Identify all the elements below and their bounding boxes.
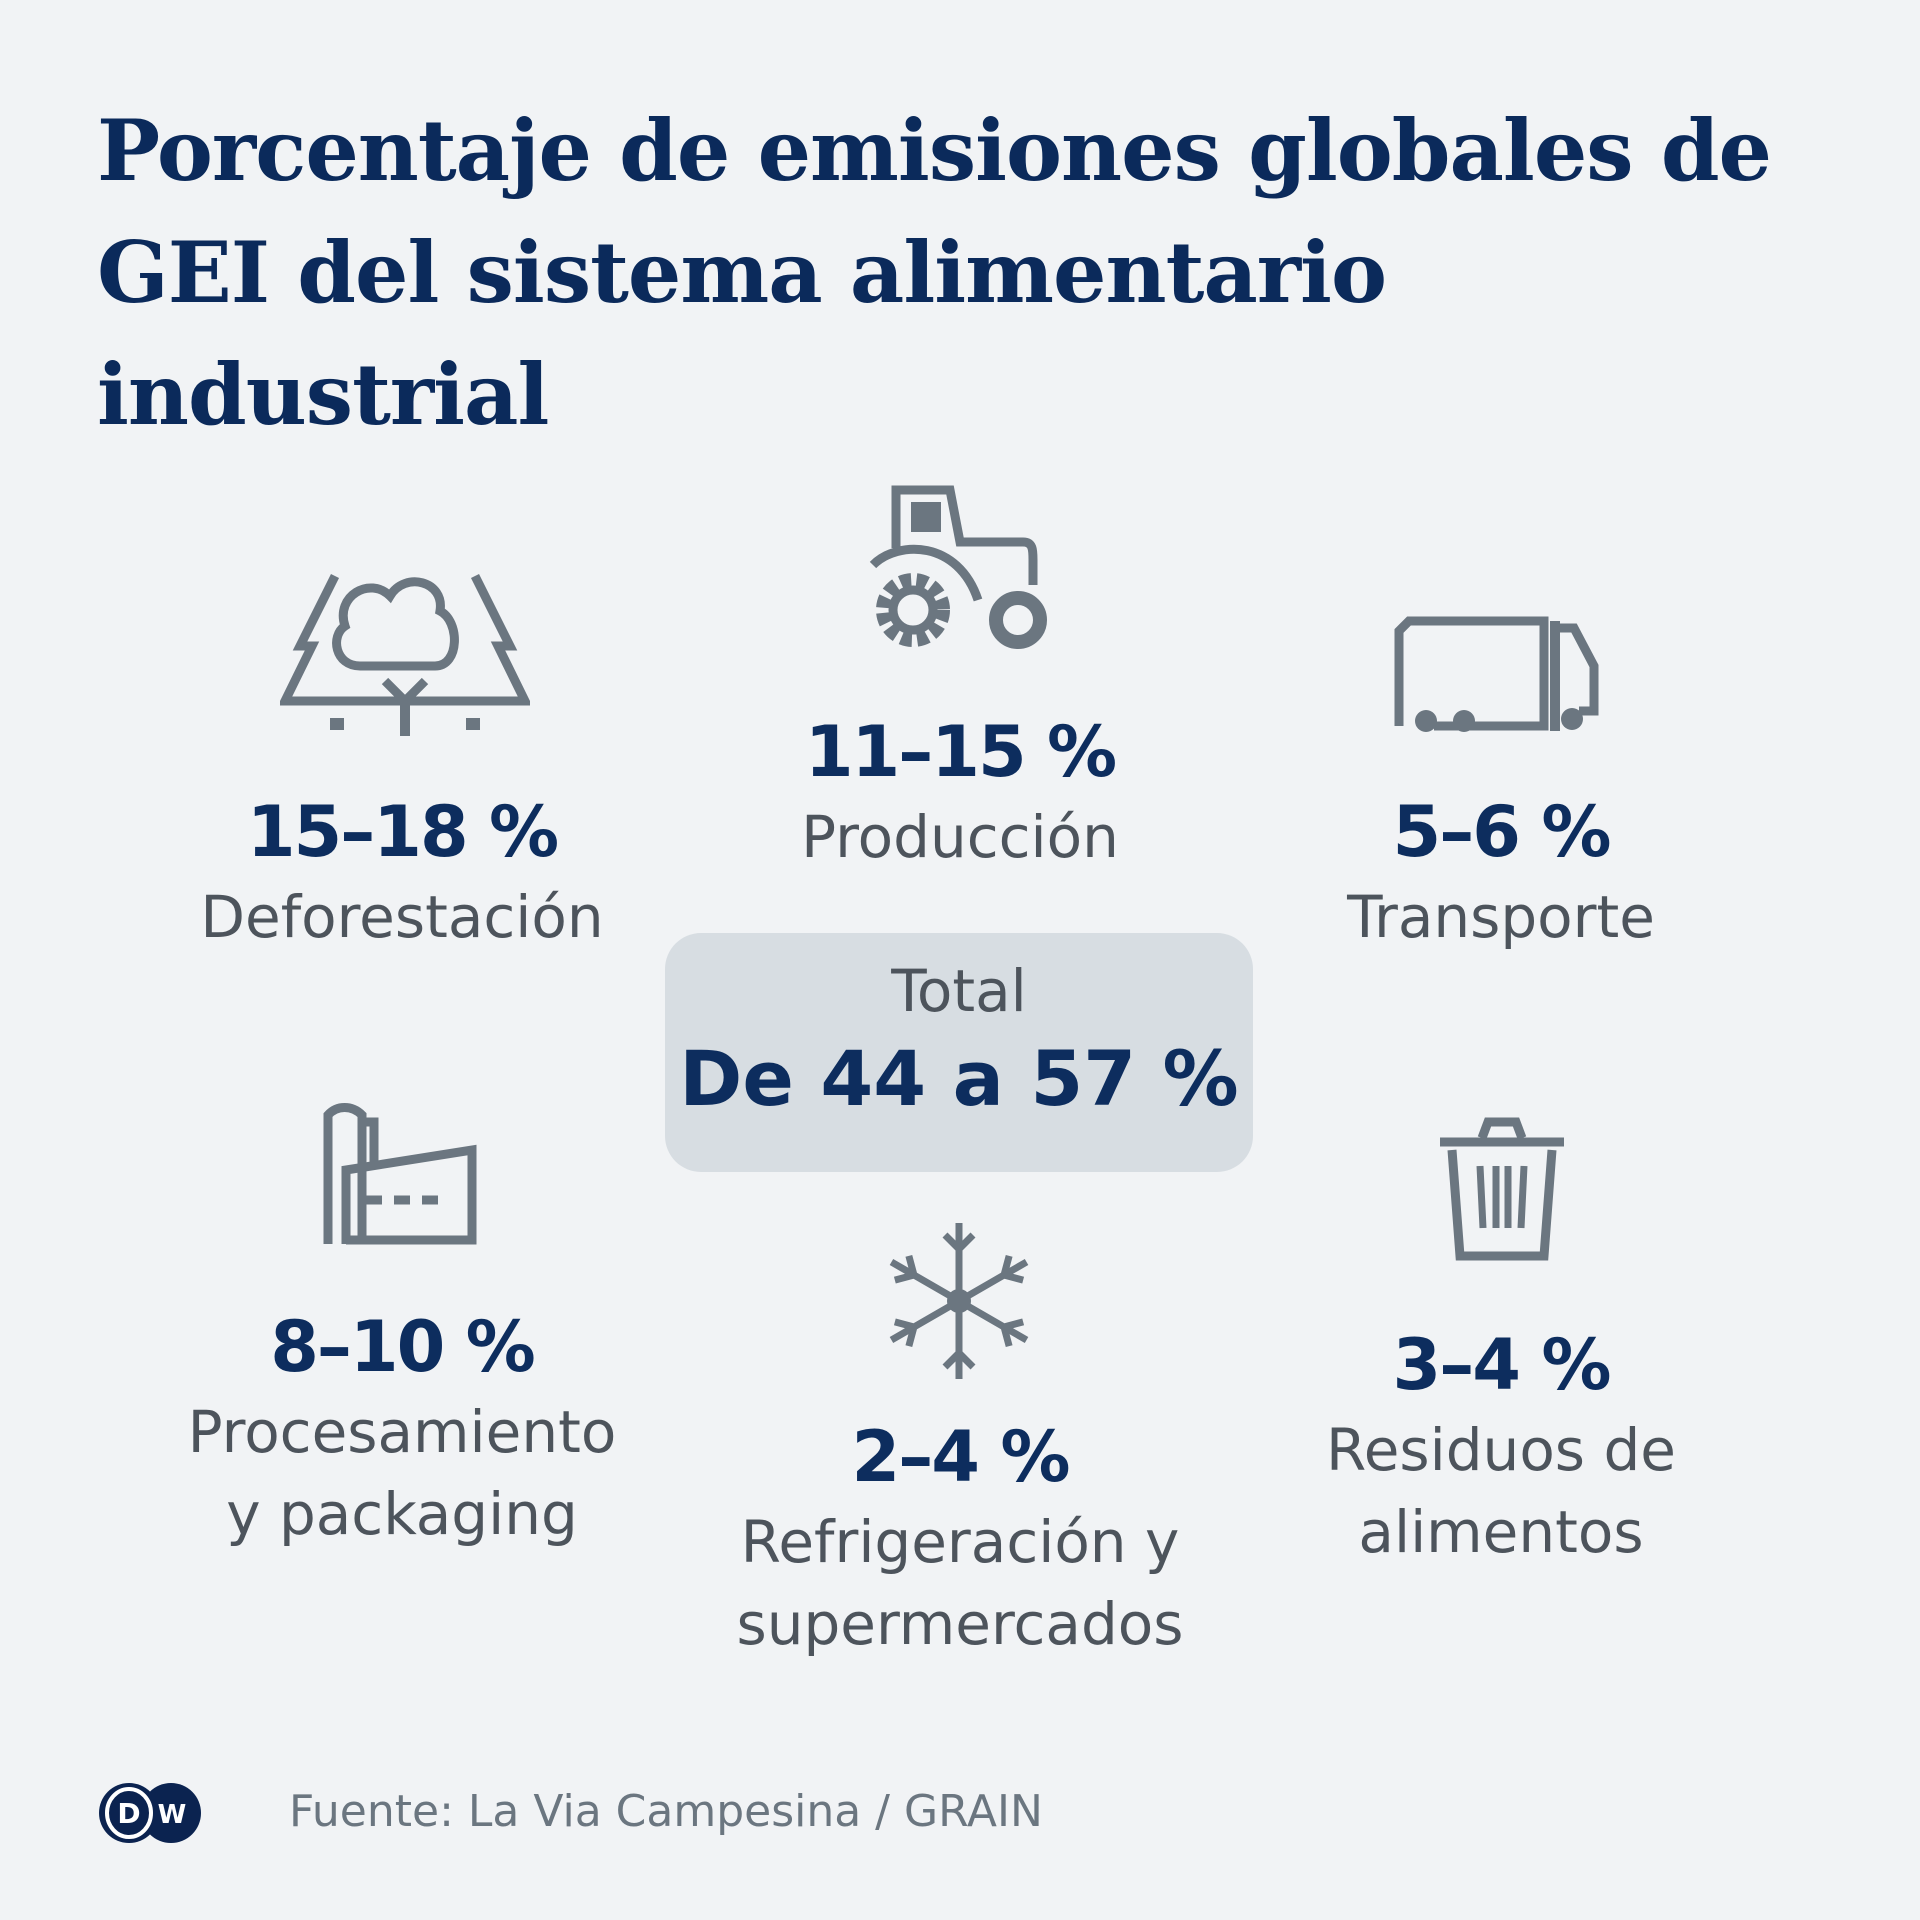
forest-icon (280, 573, 530, 736)
label-line-1: Refrigeración y (740, 1508, 1180, 1576)
item-transporte: 5–6 % Transporte (1201, 790, 1801, 960)
value: 5–6 % (1392, 791, 1612, 873)
total-box: Total De 44 a 57 % (665, 933, 1253, 1172)
tractor-icon (869, 485, 1047, 649)
label-line-1: Procesamiento (187, 1398, 617, 1466)
item-residuos: 3–4 % Residuos de alimentos (1201, 1323, 1801, 1575)
snowflake-icon (886, 1223, 1032, 1382)
total-label: Total (891, 957, 1027, 1025)
label-line-2: y packaging (226, 1480, 578, 1548)
item-refrigeracion: 2–4 % Refrigeración y supermercados (660, 1415, 1260, 1667)
value: 3–4 % (1392, 1324, 1612, 1406)
value: 11–15 % (804, 711, 1117, 793)
dw-logo: D W (99, 1783, 201, 1843)
page-title: Porcentaje de emisiones globales de GEI … (97, 90, 1857, 456)
title-line-1: Porcentaje de emisiones globales de (97, 101, 1772, 200)
label-line-2: alimentos (1358, 1498, 1644, 1566)
source-text: Fuente: La Via Campesina / GRAIN (289, 1786, 1043, 1837)
truck-icon (1394, 616, 1599, 732)
item-procesamiento: 8–10 % Procesamiento y packaging (102, 1305, 702, 1557)
svg-text:D: D (117, 1797, 140, 1830)
value: 2–4 % (851, 1416, 1071, 1498)
title-line-2: GEI del sistema alimentario industrial (97, 223, 1387, 444)
item-deforestacion: 15–18 % Deforestación (102, 790, 702, 960)
label: Deforestación (200, 883, 604, 951)
label-line-2: supermercados (736, 1590, 1184, 1658)
value: 15–18 % (246, 791, 559, 873)
trash-icon (1440, 1117, 1564, 1261)
item-produccion: 11–15 % Producción (660, 710, 1260, 880)
factory-icon (323, 1103, 477, 1245)
total-value: De 44 a 57 % (679, 1034, 1239, 1123)
value: 8–10 % (270, 1306, 536, 1388)
svg-text:W: W (158, 1800, 187, 1830)
label: Producción (801, 803, 1119, 871)
label: Transporte (1347, 883, 1655, 951)
label-line-1: Residuos de (1326, 1416, 1676, 1484)
